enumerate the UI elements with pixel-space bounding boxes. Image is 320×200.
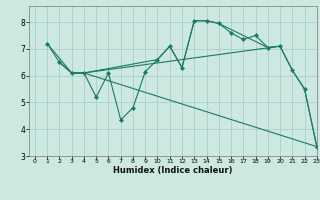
X-axis label: Humidex (Indice chaleur): Humidex (Indice chaleur) [113,166,233,175]
